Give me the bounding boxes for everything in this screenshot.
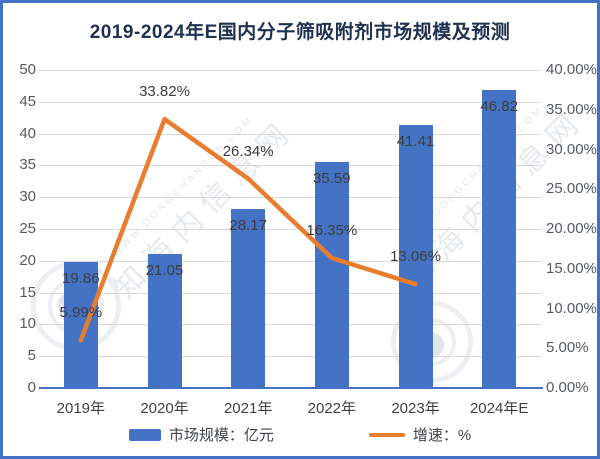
legend-bar-label: 市场规模：亿元 — [168, 427, 274, 444]
bar-2022年 — [314, 161, 349, 388]
left-axis-tick: 15 — [19, 283, 36, 301]
legend-bar-swatch-icon — [128, 428, 161, 441]
gridline — [39, 165, 541, 167]
right-axis-tick: 0.00% — [546, 379, 589, 396]
x-axis-label: 2019年 — [56, 400, 106, 417]
gridline — [39, 229, 541, 230]
bar-value-label: 21.05 — [145, 262, 184, 280]
bar-2023年 — [398, 124, 433, 388]
right-axis-tick: 15.00% — [546, 259, 597, 277]
bar-2024年E — [482, 90, 517, 388]
right-axis-tick: 10.00% — [546, 299, 597, 317]
x-axis-line — [39, 387, 543, 389]
chart-title: 2019-2024年E国内分子筛吸附剂市场规模及预测 — [89, 22, 511, 43]
bar-2020年 — [147, 254, 182, 388]
bar-value-label: 46.82 — [480, 98, 518, 116]
x-axis-label: 2022年 — [307, 400, 357, 417]
bar-2021年 — [231, 208, 266, 388]
gridline — [39, 260, 541, 262]
gridline — [39, 292, 541, 294]
left-axis-tick: 10 — [19, 315, 36, 333]
x-axis-label: 2021年 — [223, 400, 273, 417]
gridline — [39, 356, 541, 358]
legend-item-line: 增速：% — [368, 424, 472, 445]
left-axis-tick: 45 — [19, 92, 36, 110]
right-axis-tick: 35.00% — [546, 100, 597, 118]
bar-value-label: 35.59 — [313, 169, 351, 187]
left-axis-tick: 20 — [19, 251, 36, 269]
gridline — [39, 101, 541, 103]
right-axis-tick: 20.00% — [546, 220, 597, 237]
left-axis-tick: 35 — [19, 156, 36, 174]
bar-2019年 — [63, 261, 98, 388]
bar-value-label: 28.17 — [229, 216, 267, 234]
right-axis-tick: 30.00% — [546, 140, 597, 158]
left-axis-tick: 0 — [27, 379, 36, 396]
x-axis-label: 2020年 — [140, 400, 189, 417]
left-axis-tick: 5 — [27, 347, 36, 365]
left-axis-tick: 50 — [19, 61, 36, 78]
line-value-label: 26.34% — [222, 142, 274, 160]
gridline — [39, 324, 541, 326]
right-axis-tick: 25.00% — [546, 180, 597, 198]
right-axis-tick: 40.00% — [546, 61, 597, 78]
bar-value-label: 41.41 — [396, 132, 435, 150]
line-value-label: 13.06% — [390, 248, 441, 266]
gridline — [39, 70, 541, 71]
gridline — [39, 197, 541, 199]
plot-area — [39, 70, 541, 388]
line-value-label: 16.35% — [306, 222, 358, 240]
growth-line — [78, 116, 418, 343]
line-value-label: 33.82% — [139, 83, 190, 101]
growth-line-path — [78, 116, 418, 343]
legend: 市场规模：亿元 增速：% — [3, 424, 597, 445]
left-axis-tick: 25 — [19, 220, 36, 237]
legend-line-swatch-icon — [368, 432, 405, 437]
legend-item-bar: 市场规模：亿元 — [128, 424, 274, 445]
right-axis-tick: 5.00% — [546, 339, 589, 357]
x-axis-label: 2023年 — [391, 400, 440, 417]
left-axis-tick: 30 — [19, 188, 36, 206]
x-axis-label: 2024年E — [469, 400, 529, 417]
left-axis-tick: 40 — [19, 124, 36, 142]
line-value-label: 5.99% — [59, 304, 103, 322]
bar-value-label: 19.86 — [62, 269, 100, 287]
legend-line-label: 增速：% — [412, 427, 472, 444]
gridline — [39, 133, 541, 135]
